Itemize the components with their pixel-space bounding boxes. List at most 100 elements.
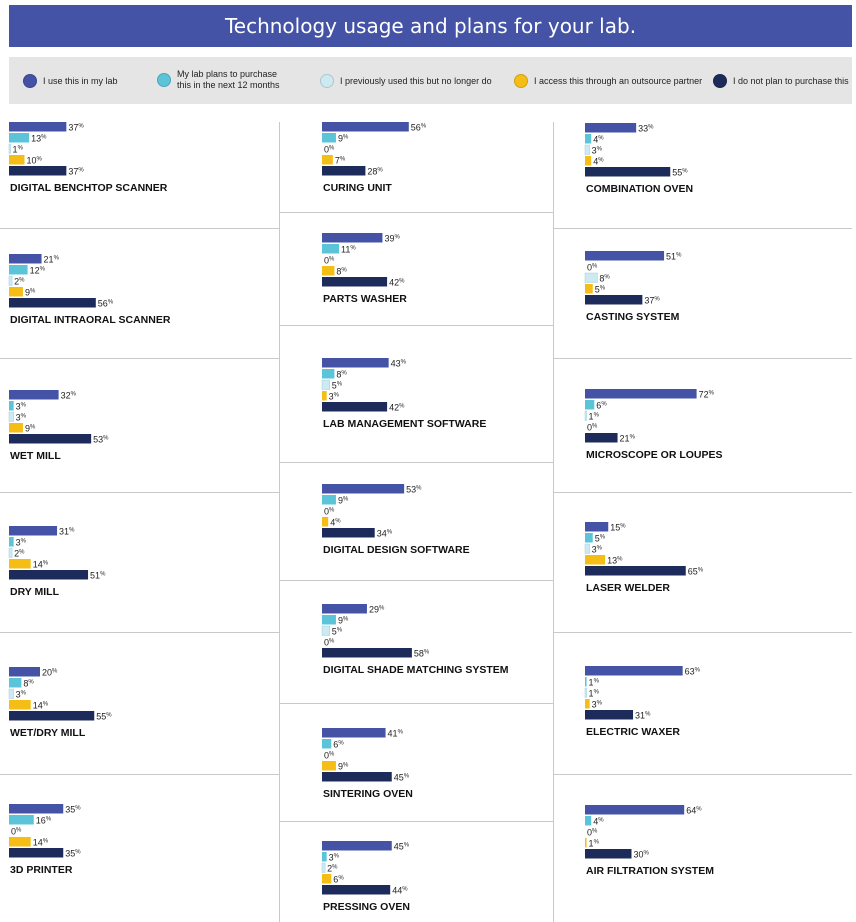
bar-noplan — [322, 166, 366, 176]
panel-title: WET MILL — [10, 450, 61, 462]
percent-sign: % — [644, 851, 650, 857]
bar-prev — [584, 144, 590, 155]
bar-value-label: 56% — [411, 123, 427, 133]
legend-label-prev: I previously used this but no longer do — [340, 75, 492, 86]
panel-title: LAB MANAGEMENT SOFTWARE — [323, 418, 486, 430]
panel-title: MICROSCOPE OR LOUPES — [586, 449, 723, 461]
bar-plan — [585, 677, 587, 687]
bar-use — [9, 804, 64, 814]
bar-plan — [9, 678, 22, 688]
percent-sign: % — [21, 691, 27, 697]
bar-outsource — [9, 287, 23, 297]
bar-value-label: 16% — [36, 816, 52, 826]
percent-sign: % — [598, 158, 604, 164]
percent-sign: % — [78, 124, 84, 130]
bar-prev — [8, 275, 13, 286]
bar-use — [322, 233, 383, 243]
bar-value-label: 9% — [338, 762, 349, 772]
panel-title: DIGITAL BENCHTOP SCANNER — [10, 182, 168, 194]
bar-value-label: 4% — [593, 135, 604, 145]
panel-title: ELECTRIC WAXER — [586, 726, 680, 738]
bar-prev — [8, 411, 14, 422]
bar-value-label: 13% — [607, 556, 623, 566]
bar-plan — [322, 369, 335, 379]
bar-use — [9, 390, 59, 400]
percent-sign: % — [329, 639, 335, 645]
bar-value-label: 4% — [330, 518, 341, 528]
bar-value-label: 72% — [699, 390, 715, 400]
bar-use — [9, 526, 58, 536]
percent-sign: % — [335, 519, 341, 525]
percent-sign: % — [604, 275, 610, 281]
percent-sign: % — [19, 550, 25, 556]
bar-value-label: 9% — [25, 288, 36, 298]
percent-sign: % — [377, 168, 383, 174]
bar-value-label: 0% — [11, 827, 22, 837]
bar-value-label: 0% — [324, 256, 335, 266]
bar-value-label: 5% — [332, 381, 343, 391]
bar-value-label: 0% — [324, 638, 335, 648]
bar-noplan — [9, 848, 64, 858]
bar-value-label: 3% — [329, 392, 340, 402]
percent-sign: % — [387, 530, 393, 536]
percent-sign: % — [71, 392, 77, 398]
bar-noplan — [585, 849, 632, 859]
percent-sign: % — [402, 887, 408, 893]
bar-value-label: 13% — [31, 134, 47, 144]
bar-value-label: 33% — [638, 124, 654, 134]
percent-sign: % — [416, 486, 422, 492]
percent-sign: % — [329, 508, 335, 514]
legend-swatch-noplan — [713, 74, 727, 88]
percent-sign: % — [343, 135, 349, 141]
bar-value-label: 0% — [587, 263, 598, 273]
bar-value-label: 5% — [332, 627, 343, 637]
bar-noplan — [9, 711, 95, 721]
bar-noplan — [585, 566, 686, 576]
legend-item-prev: I previously used this but no longer do — [320, 74, 492, 88]
percent-sign: % — [69, 528, 75, 534]
percent-sign: % — [340, 157, 346, 163]
percent-sign: % — [52, 669, 58, 675]
panel-title: PRESSING OVEN — [323, 901, 410, 913]
bar-value-label: 4% — [593, 817, 604, 827]
bar-value-label: 56% — [98, 299, 114, 309]
percent-sign: % — [600, 535, 606, 541]
panel-title: DIGITAL DESIGN SOFTWARE — [323, 544, 470, 556]
bar-value-label: 2% — [327, 864, 338, 874]
percent-sign: % — [329, 146, 335, 152]
percent-sign: % — [337, 382, 343, 388]
percent-sign: % — [43, 561, 49, 567]
percent-sign: % — [598, 818, 604, 824]
bar-value-label: 3% — [329, 853, 340, 863]
bar-value-label: 37% — [68, 167, 84, 177]
percent-sign: % — [100, 572, 106, 578]
percent-sign: % — [645, 712, 651, 718]
bar-value-label: 1% — [589, 412, 600, 422]
bar-noplan — [322, 528, 375, 538]
percent-sign: % — [379, 606, 385, 612]
bar-value-label: 3% — [16, 413, 27, 423]
bar-use — [585, 123, 637, 133]
bar-value-label: 44% — [392, 886, 408, 896]
bar-value-label: 28% — [367, 167, 383, 177]
bar-value-label: 39% — [384, 234, 400, 244]
legend-label-use: I use this in my lab — [43, 75, 118, 86]
percent-sign: % — [404, 843, 410, 849]
bar-plan — [9, 401, 14, 411]
bar-value-label: 8% — [23, 679, 34, 689]
bar-value-label: 30% — [634, 850, 650, 860]
panel-title: DIGITAL SHADE MATCHING SYSTEM — [323, 664, 509, 676]
panel-title: CASTING SYSTEM — [586, 311, 680, 323]
bar-plan — [322, 495, 336, 505]
bar-value-label: 14% — [33, 838, 49, 848]
chart-title: Technology usage and plans for your lab. — [9, 5, 852, 47]
bar-noplan — [322, 277, 388, 287]
legend: I use this in my lab My lab plans to pur… — [9, 57, 852, 104]
percent-sign: % — [594, 679, 600, 685]
percent-sign: % — [592, 264, 598, 270]
bar-use — [9, 667, 40, 677]
bar-value-label: 42% — [389, 278, 405, 288]
panel-title: DRY MILL — [10, 586, 60, 598]
bar-use — [322, 358, 389, 368]
